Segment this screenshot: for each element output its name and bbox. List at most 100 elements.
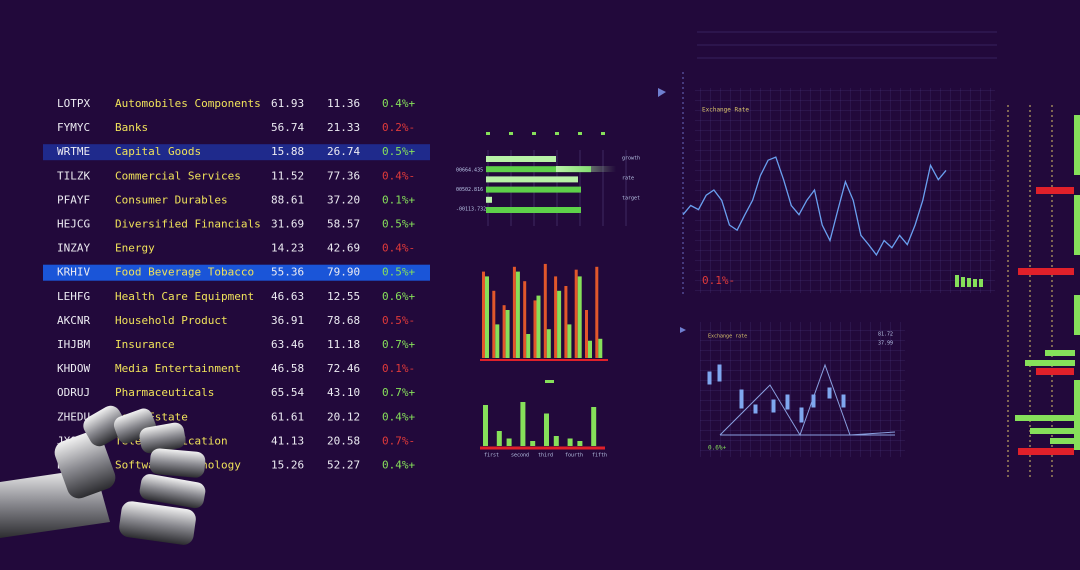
change: 0.5%+ [382,266,415,279]
bar [585,310,588,358]
marker [545,380,554,383]
volume: 37.20 [327,193,360,206]
change: 0.7%- [382,434,415,447]
bar [577,441,583,446]
panel-title: Exchange rate [708,334,747,340]
panel-title: Exchange Rate [702,107,749,114]
candle-panel: Exchange rate 81.72 37.99 0.6%+ [680,322,905,457]
table-row: KRHIV Food Beverage Tobacco 55.36 79.90 0.5%… [43,264,430,281]
volume: 21.33 [327,121,360,134]
bar [591,407,597,446]
ticker: AKCNR [57,314,90,327]
price: 41.13 [271,434,304,447]
change: 0.7%+ [382,386,415,399]
readout: 81.72 [878,332,893,338]
price: 55.36 [271,266,304,279]
ticker: KRHIV [57,266,90,279]
sector: Banks [115,121,148,134]
side-strips [1007,105,1080,480]
ticker: FYMYC [57,121,90,134]
sector: Health Care Equipment [115,290,254,303]
bar [553,436,559,446]
bar-label: 00664.435 [456,168,483,174]
change: 0.5%+ [382,218,415,231]
bar [536,295,541,358]
bar [496,431,502,446]
table-row: AKCNR Household Product 36.91 78.68 0.5%- [57,314,415,327]
bar [486,207,581,213]
volume: 20.58 [327,434,360,447]
dot [601,132,605,135]
bar [520,402,526,446]
side-label: growth [622,156,640,162]
robot-hand [0,405,206,545]
sector: Consumer Durables [115,193,228,206]
bar [512,266,516,358]
bar [502,305,506,358]
price: 61.61 [271,410,304,423]
table-row: IHJBM Insurance 63.46 11.18 0.7%+ [57,338,415,351]
sector: Diversified Financials [115,218,261,231]
exchange-panel: Exchange Rate 0.1%- [658,31,997,295]
sector: Household Product [115,314,228,327]
row-highlight [43,264,430,281]
table-row: HEJCG Diversified Financials 31.69 58.57 0.5… [57,218,415,231]
ticker: INZAY [57,242,90,255]
sector: Food Beverage Tobacco [115,266,254,279]
sector: Capital Goods [115,145,201,158]
table-row: ODRUJ Pharmaceuticals 65.54 43.10 0.7%+ [57,386,415,399]
table-row: LEHFG Health Care Equipment 46.63 12.55 0.6%… [57,290,415,303]
bar [523,281,527,358]
price: 14.23 [271,242,304,255]
change: 0.5%- [382,314,415,327]
sector: Energy [115,242,155,255]
table-row: LOTPX Automobiles Components 61.93 11.36 0.4… [57,97,415,110]
bar [483,405,488,446]
volume: 12.55 [327,290,360,303]
candles [707,364,846,423]
volume: 78.68 [327,314,360,327]
category: first [484,453,499,459]
bar [515,271,520,358]
change: 0.4%- [382,169,415,182]
bar [482,271,485,358]
dot [555,132,559,135]
bar [567,324,572,358]
change: 0.7%+ [382,338,415,351]
deco [961,277,965,287]
bar-label: -00113.732 [456,207,486,213]
change: 0.4%+ [382,410,415,423]
bar [544,413,549,446]
grid [695,88,995,293]
price: 36.91 [271,314,304,327]
bar [486,196,492,203]
category: fourth [565,453,583,459]
bar [557,290,562,358]
dot [509,132,513,135]
exchange-line [682,156,947,257]
change: 0.1%- [382,362,415,375]
change: 0.4%- [382,242,415,255]
price: 65.54 [271,386,304,399]
table-row: KHDOW Media Entertainment 46.58 72.46 0.1%- [57,362,415,375]
price: 63.46 [271,338,304,351]
deco [955,275,959,287]
sector: Media Entertainment [115,362,241,375]
ticker: LEHFG [57,290,90,303]
change: 0.4%+ [382,97,415,110]
marker [680,327,686,333]
volume: 11.36 [327,97,360,110]
price: 88.61 [271,193,304,206]
table-row: PFAYF Consumer Durables 88.61 37.20 0.1%+ [57,193,415,206]
category: third [538,453,553,459]
price: 11.52 [271,169,304,182]
volume: 72.46 [327,362,360,375]
bar [492,290,496,358]
volume: 79.90 [327,266,360,279]
volume: 11.18 [327,338,360,351]
price: 46.58 [271,362,304,375]
bar [567,438,573,446]
change: 0.1%+ [382,193,415,206]
charts: 00664.435 00502.816 -00113.732 growth rate ta… [456,132,947,459]
price: 15.26 [271,459,304,472]
